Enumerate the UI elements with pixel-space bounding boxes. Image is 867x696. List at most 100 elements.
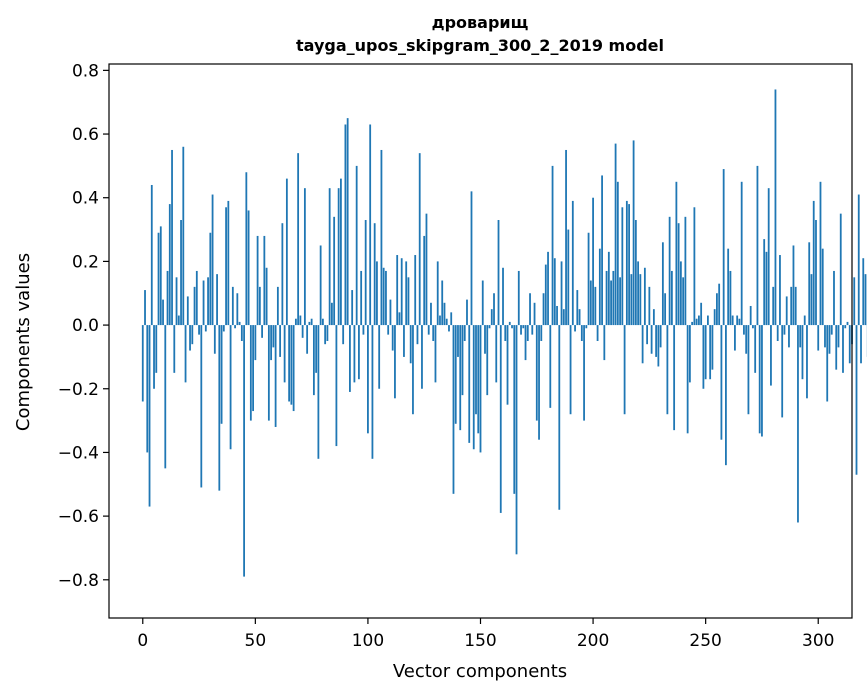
bar — [299, 315, 302, 326]
bar — [371, 325, 374, 459]
x-tick-label: 0 — [137, 631, 148, 651]
bar — [828, 325, 831, 354]
bar — [434, 325, 437, 383]
bar — [857, 194, 860, 326]
bar — [655, 325, 658, 357]
bar — [734, 325, 736, 351]
y-tick-label: 0.2 — [72, 252, 99, 272]
bar — [652, 309, 655, 326]
bar — [688, 325, 691, 383]
bar — [461, 325, 464, 396]
bar — [513, 325, 516, 494]
bar — [502, 267, 504, 326]
bar — [864, 274, 867, 326]
bar — [308, 321, 311, 326]
bar — [486, 325, 489, 396]
bar — [497, 220, 500, 326]
bar — [488, 325, 491, 329]
bar — [718, 283, 721, 326]
bar — [227, 200, 230, 326]
bar — [560, 261, 563, 326]
bar — [202, 280, 205, 326]
bars-group — [141, 89, 867, 577]
bar — [349, 325, 351, 392]
bar — [522, 325, 525, 329]
bar — [839, 213, 842, 326]
bar — [331, 302, 333, 326]
x-axis-label: Vector components — [393, 661, 567, 682]
bar — [222, 325, 225, 332]
bar — [589, 280, 592, 326]
y-tick-label: 0.4 — [72, 189, 99, 209]
bar — [263, 235, 266, 326]
bar — [661, 242, 664, 326]
bar — [326, 325, 329, 341]
bar — [283, 325, 286, 383]
bar — [677, 223, 680, 326]
bar — [425, 213, 428, 326]
bar — [193, 286, 196, 326]
bar — [616, 181, 619, 326]
bar — [358, 325, 360, 380]
bar — [414, 255, 417, 326]
bar — [520, 325, 522, 335]
bar — [860, 325, 862, 364]
bar — [524, 325, 527, 361]
bar — [716, 293, 718, 326]
bar — [303, 188, 306, 326]
bar — [848, 325, 851, 364]
bar — [610, 280, 612, 326]
bar — [650, 325, 653, 354]
bar — [463, 325, 466, 341]
bar — [234, 325, 236, 329]
bar — [168, 204, 171, 326]
bar — [752, 325, 754, 329]
bar — [207, 277, 209, 326]
bar — [576, 290, 579, 326]
bar — [427, 325, 430, 335]
bar — [725, 325, 727, 466]
bar — [826, 325, 829, 402]
bar — [243, 325, 245, 577]
bar — [342, 325, 345, 345]
bar — [477, 325, 480, 434]
bar — [328, 188, 331, 326]
bar — [666, 325, 669, 415]
bar — [240, 325, 243, 341]
bar — [740, 181, 743, 326]
bar — [747, 325, 750, 415]
bar — [585, 325, 588, 329]
bar — [164, 325, 167, 469]
bar — [754, 325, 757, 373]
bar — [511, 325, 513, 329]
bar — [351, 290, 354, 326]
bar — [779, 255, 781, 326]
bar — [261, 325, 263, 338]
bar — [605, 270, 608, 326]
bar — [213, 325, 216, 354]
bar — [824, 325, 826, 348]
bar — [702, 325, 705, 389]
bar — [454, 325, 457, 424]
bar — [788, 325, 790, 348]
bar — [466, 299, 468, 326]
bar — [479, 325, 482, 453]
bar — [506, 325, 509, 405]
bar — [150, 184, 153, 326]
bar — [830, 325, 833, 335]
bar — [556, 305, 558, 326]
bar — [353, 325, 356, 383]
bar — [729, 270, 732, 326]
bar — [799, 325, 802, 348]
bar — [738, 318, 741, 326]
bar — [797, 325, 799, 523]
bar — [333, 216, 336, 326]
bar — [713, 309, 716, 326]
bar — [200, 325, 203, 488]
bar — [238, 321, 241, 326]
bar — [279, 325, 282, 357]
bar — [679, 261, 682, 326]
bar — [628, 204, 630, 326]
bar — [225, 207, 227, 326]
bar — [707, 315, 709, 326]
